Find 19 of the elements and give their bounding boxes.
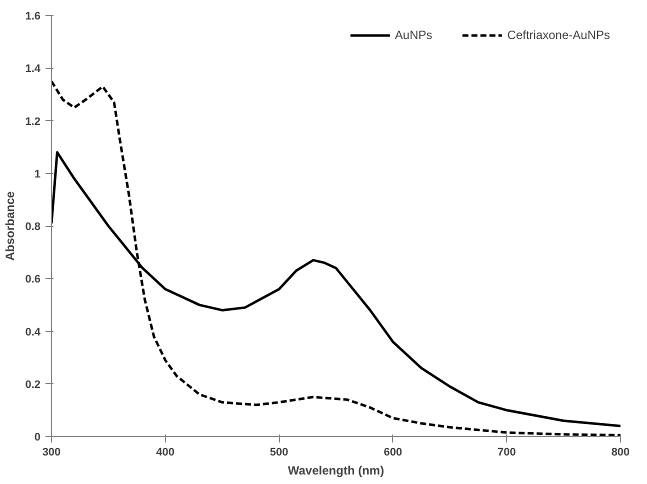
x-tick-label: 700 (498, 446, 516, 458)
y-tick-label: 0.6 (25, 274, 41, 286)
y-tick-label: 1.2 (25, 116, 41, 128)
y-tick-label: 1.6 (25, 10, 41, 22)
y-tick-label: 0.8 (25, 221, 41, 233)
x-tick-label: 400 (156, 446, 174, 458)
x-axis-title: Wavelength (nm) (288, 464, 384, 478)
x-tick-label: 600 (384, 446, 402, 458)
legend-label: AuNPs (394, 28, 432, 42)
y-tick-label: 1.4 (25, 63, 42, 76)
y-tick-label: 0.4 (25, 326, 42, 338)
x-tick-label: 500 (270, 446, 288, 458)
y-tick-label: 1 (34, 168, 41, 180)
x-tick-label: 800 (611, 446, 630, 458)
y-axis-title: Absorbance (3, 191, 18, 261)
x-tick-label: 300 (42, 446, 61, 458)
y-tick-label: 0 (34, 432, 41, 444)
legend-label: Ceftriaxone-AuNPs (507, 28, 610, 42)
y-tick-label: 0.2 (25, 378, 41, 391)
